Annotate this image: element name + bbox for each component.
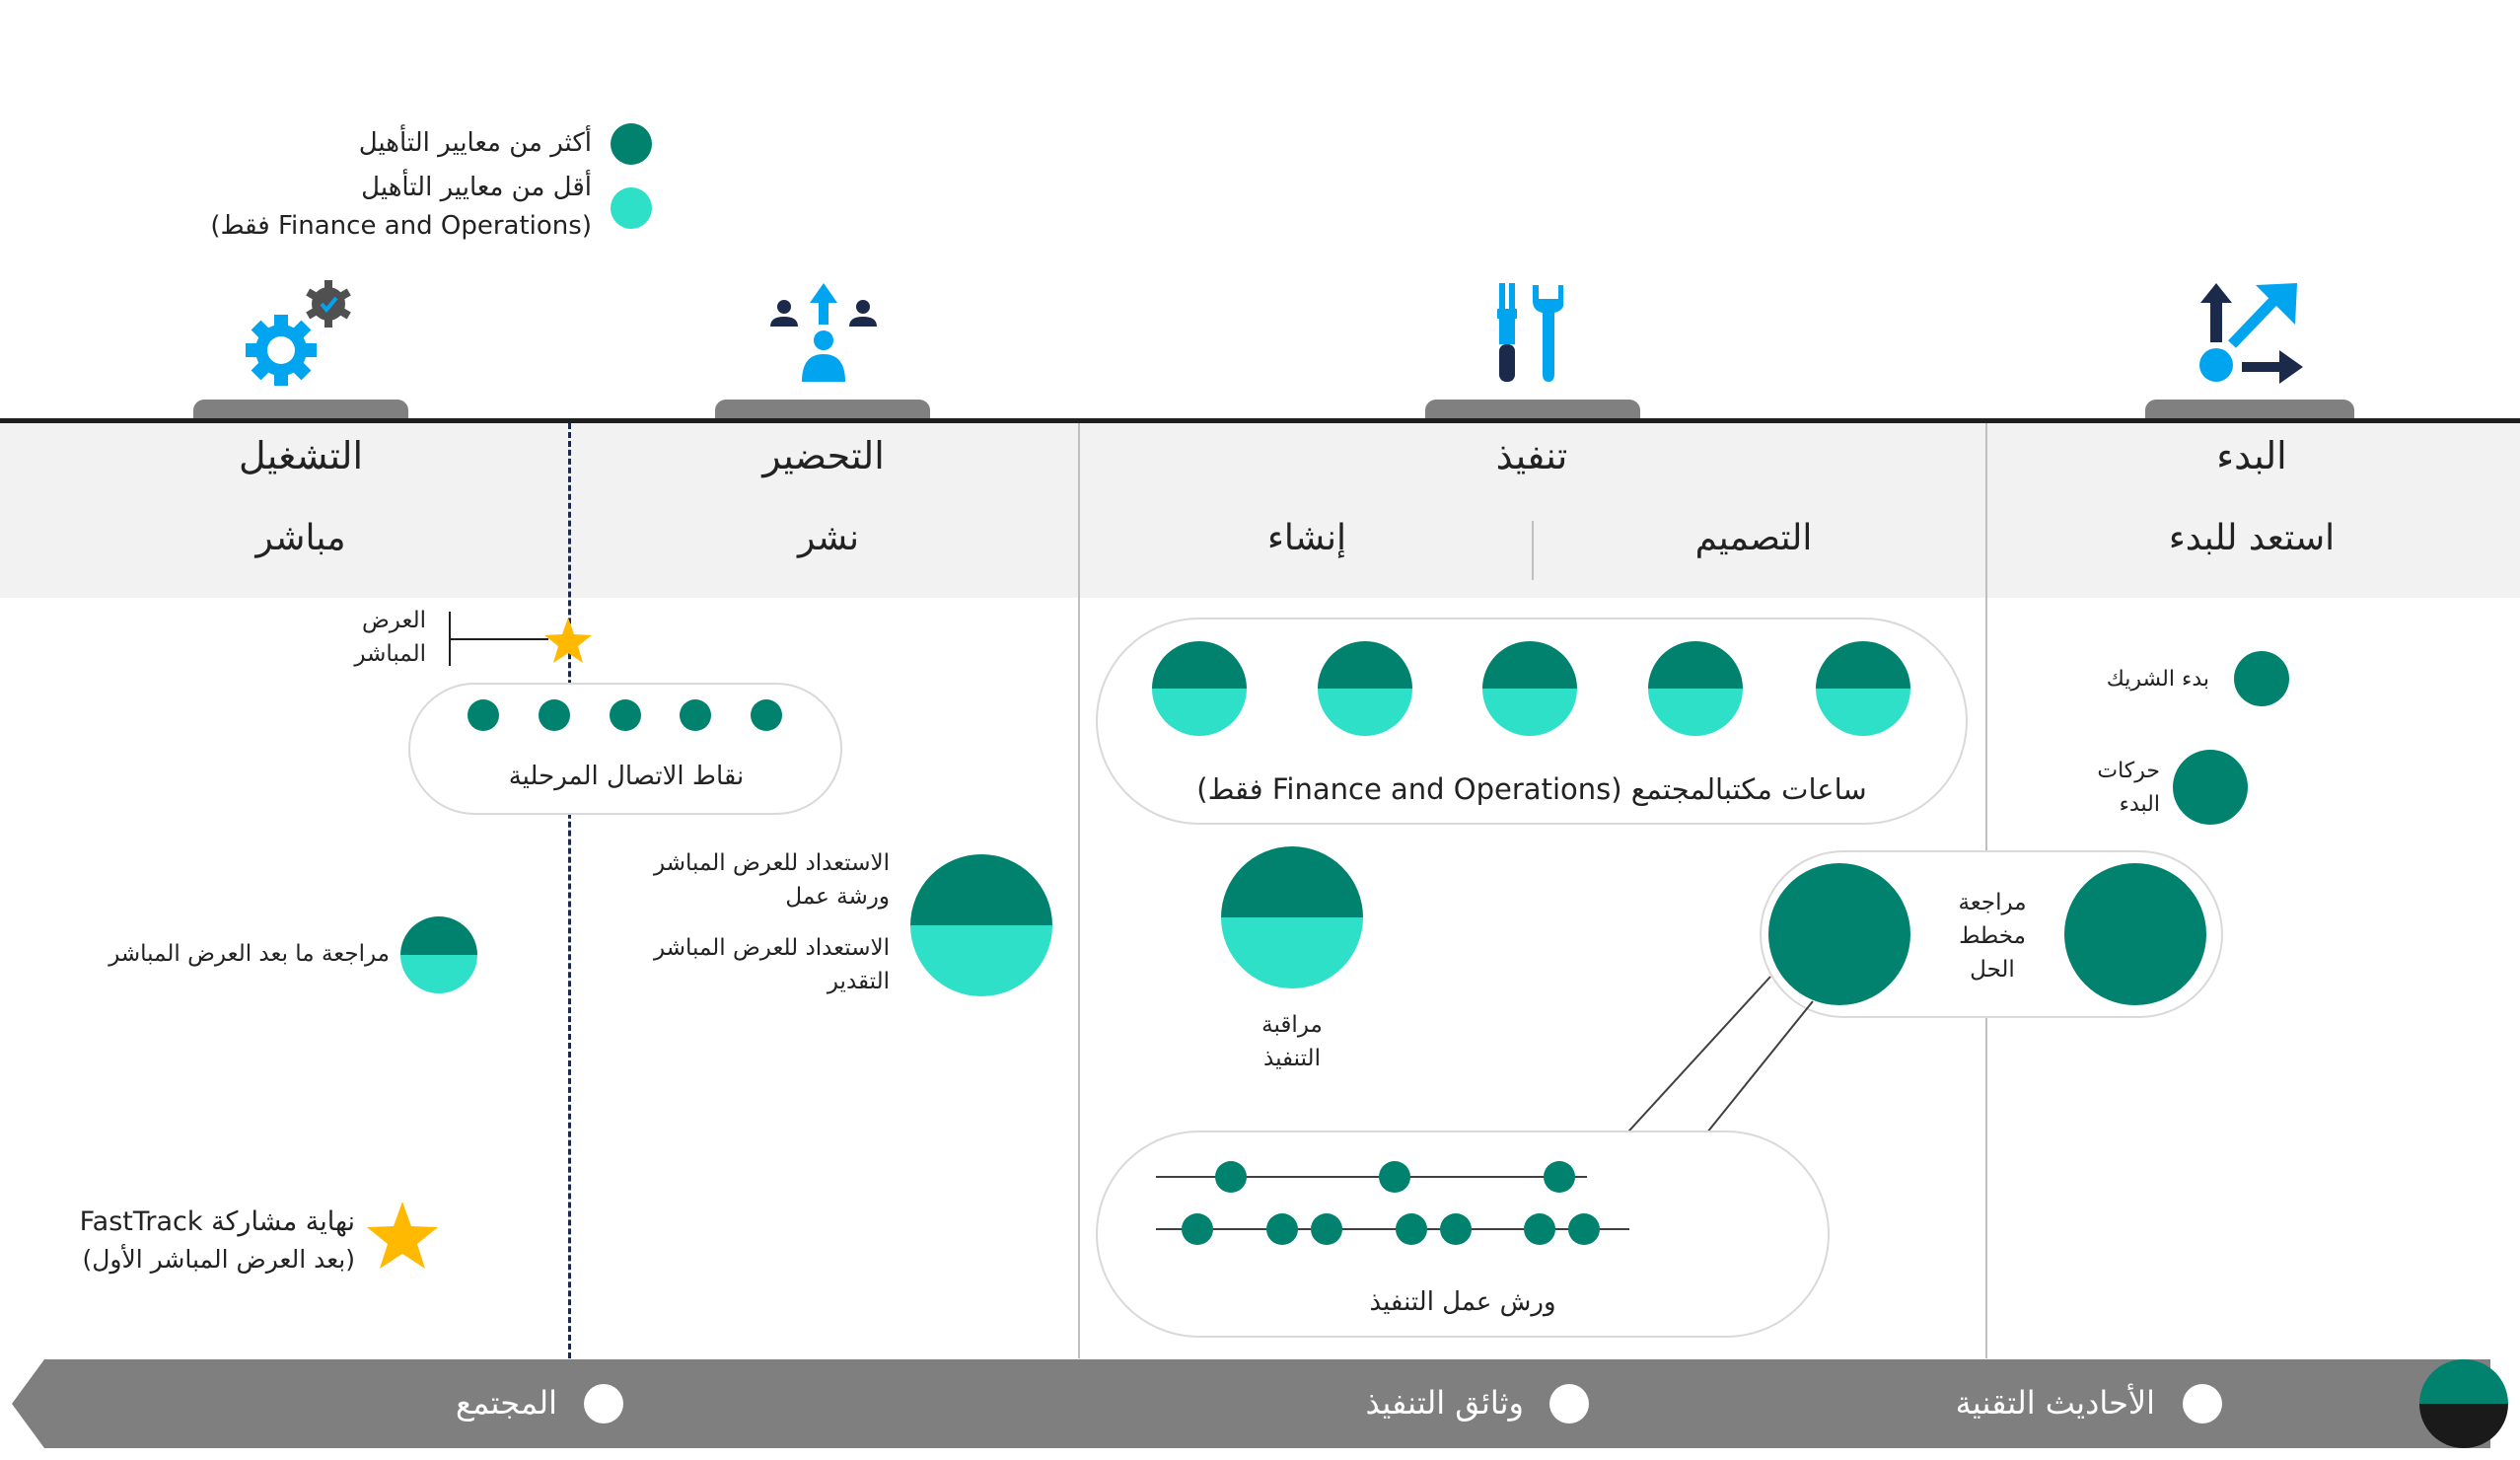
golive-bracket [449,612,548,666]
legend-below-label: أقل من معايير التأهيل [361,173,592,202]
footer-docs-dot [1549,1384,1589,1424]
legend-below-note: (Finance and Operations فقط) [210,211,592,241]
workshop-dot [1568,1213,1600,1245]
partner-kickoff-circle [2234,651,2289,706]
workshop-dot [1182,1213,1213,1245]
phase-title-prepare: التحضير [762,434,885,477]
tab-implement-marker [1425,400,1640,421]
golive-readiness-workshop-label: الاستعداد للعرض المباشر ورشة عمل [654,850,890,910]
golive-readiness-circle [910,854,1052,996]
golive-readiness-assessment-label: الاستعداد للعرض المباشر التقدير [654,935,890,994]
blueprint-review-initiate-circle [2064,863,2206,1005]
workshop-dot [1544,1161,1575,1193]
kickoff-moves-label: حركات البدء [2097,759,2160,817]
touchpoint-dot [539,699,570,731]
touchpoint-dot [680,699,711,731]
footer-tech-talks-link[interactable]: الأحاديث التقنية [1955,1384,2155,1422]
people-upload-icon [770,283,877,382]
legend-light-dot [611,187,652,229]
phase-title-implement: تنفيذ [1495,434,1568,477]
kickoff-arrows-icon [2199,283,2303,384]
subphase-get-ready: استعد للبدء [2168,518,2336,558]
office-hours-session [1318,641,1412,736]
footer-bar [12,1359,2508,1448]
separator-prepare-implement [1078,423,1080,1358]
timeline-line [0,418,2520,423]
fasttrack-end-note: (بعد العرض المباشر الأول) [82,1245,356,1274]
blueprint-review-label: مراجعة مخطط الحل [1958,890,2027,983]
kickoff-moves-circle [2173,750,2248,825]
office-hours-session [1648,641,1743,736]
golive-star [544,618,592,663]
tab-initiate-marker [2145,400,2354,421]
workshop-dot [1524,1213,1555,1245]
footer-implementation-docs-link[interactable]: وثائق التنفيذ [1365,1384,1524,1422]
phase-header-band [0,422,2520,598]
workshop-dot [1215,1161,1247,1193]
blueprint-review-circle [1768,863,1910,1005]
gear-icon [246,280,351,386]
subphase-deploy: نشر [798,518,859,558]
touchpoint-dot [610,699,641,731]
legend-swatches [611,123,652,229]
golive-dashed-line [568,423,571,1358]
phase-title-initiate: البدء [2216,434,2287,477]
partner-kickoff-label: بدء الشريك [2106,667,2209,692]
tools-icon [1497,283,1563,382]
implementation-review-label: مراقبة التنفيذ [1261,1012,1323,1071]
legend-dark-dot [611,123,652,165]
footer-community-link[interactable]: المجتمع [456,1384,557,1422]
stage-touchpoints-label: نقاط الاتصال المرحلية [508,762,745,791]
office-hours-session [1816,641,1910,736]
subphase-live: مباشر [255,518,346,558]
touchpoints-container [408,683,842,815]
separator-build-design [1532,521,1534,580]
golive-label: العرض المباشر [354,608,426,667]
office-hours-label: ساعات مكتبالمجتمع (Finance and Operation… [1196,772,1867,806]
post-golive-review-label: مراجعة ما بعد العرض المباشر [108,941,390,967]
office-hours-session [1152,641,1247,736]
footer-badge [2419,1359,2508,1448]
fasttrack-end-label: نهاية مشاركة FastTrack [79,1206,355,1237]
subphase-design: التصميم [1694,518,1813,558]
fasttrack-end-star [367,1202,438,1269]
workshop-dot [1311,1213,1342,1245]
office-hours-session [1482,641,1577,736]
implementation-review-circle [1221,846,1363,988]
implementation-workshops-label: ورش عمل التنفيذ [1369,1287,1556,1317]
tab-operate-marker [193,400,408,421]
footer-techtalks-dot [2183,1384,2222,1424]
legend-above-label: أكثر من معايير التأهيل [358,128,592,158]
footer-community-dot [584,1384,623,1424]
tab-prepare-marker [715,400,930,421]
phase-title-operate: التشغيل [238,434,364,477]
workshop-dot [1266,1213,1298,1245]
workshop-dot [1396,1213,1427,1245]
touchpoint-dot [468,699,499,731]
post-golive-review-circle [400,916,477,993]
touchpoint-dot [751,699,782,731]
subphase-build: إنشاء [1266,518,1347,558]
workshop-dot [1440,1213,1472,1245]
workshop-dot [1379,1161,1410,1193]
